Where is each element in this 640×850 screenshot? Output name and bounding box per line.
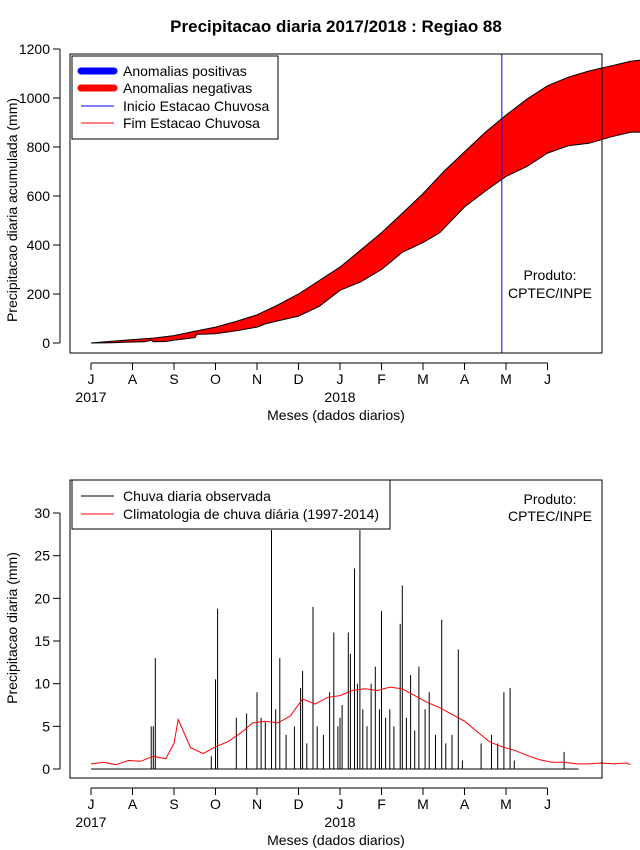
annotation-line-1: Produto:: [524, 267, 577, 283]
y-tick-label: 200: [27, 286, 51, 302]
y-tick-label: 600: [27, 188, 51, 204]
accumulated-x-axis: J A S O N D J F M A M J 2017 2018: [75, 362, 551, 405]
negative-anomaly-area: [91, 60, 640, 343]
daily-x-axis-label: Meses (dados diarios): [267, 832, 405, 848]
y-tick-label: 15: [34, 633, 50, 649]
daily-legend-box: [71, 479, 391, 530]
climatology-accumulated-line: [90, 59, 640, 344]
x-tick-label: S: [169, 796, 178, 812]
daily-legend: Chuva diaria observada Climatologia de c…: [71, 479, 391, 530]
x-tick-label: D: [293, 371, 303, 387]
climatology-daily-line: [90, 686, 631, 766]
legend-label-observed: Chuva diaria observada: [123, 488, 271, 504]
annotation-line-2: CPTEC/INPE: [508, 285, 592, 301]
x-tick-label: J: [337, 796, 344, 812]
legend-label-positive: Anomalias positivas: [123, 63, 247, 79]
y-tick-label: 0: [42, 761, 50, 777]
accumulated-x-axis-label: Meses (dados diarios): [267, 407, 405, 423]
x-tick-label: N: [252, 796, 262, 812]
y-tick-label: 0: [42, 335, 50, 351]
accumulated-legend: Anomalias positivas Anomalias negativas …: [71, 55, 279, 140]
y-tick-label: 400: [27, 237, 51, 253]
x-tick-label: N: [252, 371, 262, 387]
x-tick-label: M: [417, 371, 429, 387]
accumulated-plot-area: [90, 54, 640, 353]
x-tick-label: M: [500, 796, 512, 812]
y-tick-label: 1000: [19, 90, 50, 106]
x-tick-label: J: [544, 796, 551, 812]
accumulated-chart: Precipitacao diaria 2017/2018 : Regiao 8…: [4, 17, 640, 423]
daily-annotation: Produto: CPTEC/INPE: [508, 491, 592, 524]
x-tick-label: A: [460, 371, 470, 387]
x-tick-label: A: [460, 796, 470, 812]
x-tick-label: M: [417, 796, 429, 812]
y-tick-label: 20: [34, 590, 50, 606]
chart-title: Precipitacao diaria 2017/2018 : Regiao 8…: [170, 17, 502, 36]
accumulated-plot-frame: [69, 53, 603, 354]
year-label: 2017: [75, 814, 106, 830]
legend-label-end: Fim Estacao Chuvosa: [123, 115, 260, 131]
y-tick-label: 800: [27, 139, 51, 155]
legend-label-climatology: Climatologia de chuva diária (1997-2014): [123, 506, 379, 522]
x-tick-label: A: [128, 371, 138, 387]
legend-label-start: Inicio Estacao Chuvosa: [123, 98, 270, 114]
y-tick-label: 30: [34, 505, 50, 521]
legend-label-negative: Anomalias negativas: [123, 80, 252, 96]
year-label: 2018: [324, 389, 355, 405]
x-tick-label: O: [210, 796, 221, 812]
x-tick-label: J: [88, 796, 95, 812]
y-tick-label: 25: [34, 548, 50, 564]
x-tick-label: J: [337, 371, 344, 387]
x-tick-label: S: [169, 371, 178, 387]
daily-chart: 0 5 10 15 20 25 30 J A S O N D J F M A M J 2017 2018 Meses …: [4, 479, 631, 848]
plot-border: [69, 53, 603, 354]
daily-y-axis-label: Precipitacao diaria (mm): [4, 552, 20, 704]
daily-annotation-line-1: Produto:: [524, 491, 577, 507]
daily-annotation-line-2: CPTEC/INPE: [508, 508, 592, 524]
daily-x-axis: J A S O N D J F M A M J 2017 2018: [75, 787, 551, 830]
x-tick-label: F: [377, 796, 386, 812]
x-tick-label: O: [210, 371, 221, 387]
daily-plot-area: [90, 530, 631, 770]
accumulated-y-axis: 0 200 400 600 800 1000 1200: [19, 41, 61, 351]
y-tick-label: 1200: [19, 41, 50, 57]
observed-accumulated-line: [90, 131, 640, 344]
year-label: 2018: [324, 814, 355, 830]
x-tick-label: F: [377, 371, 386, 387]
x-tick-label: D: [293, 796, 303, 812]
x-tick-label: A: [128, 796, 138, 812]
daily-y-axis: 0 5 10 15 20 25 30: [34, 505, 61, 777]
y-tick-label: 5: [42, 718, 50, 734]
x-tick-label: J: [544, 371, 551, 387]
accumulated-y-axis-label: Precipitacao diaria acumulada (mm): [4, 98, 20, 322]
y-tick-label: 10: [34, 676, 50, 692]
accumulated-annotation: Produto: CPTEC/INPE: [508, 267, 592, 301]
x-tick-label: J: [88, 371, 95, 387]
year-label: 2017: [75, 389, 106, 405]
x-tick-label: M: [500, 371, 512, 387]
